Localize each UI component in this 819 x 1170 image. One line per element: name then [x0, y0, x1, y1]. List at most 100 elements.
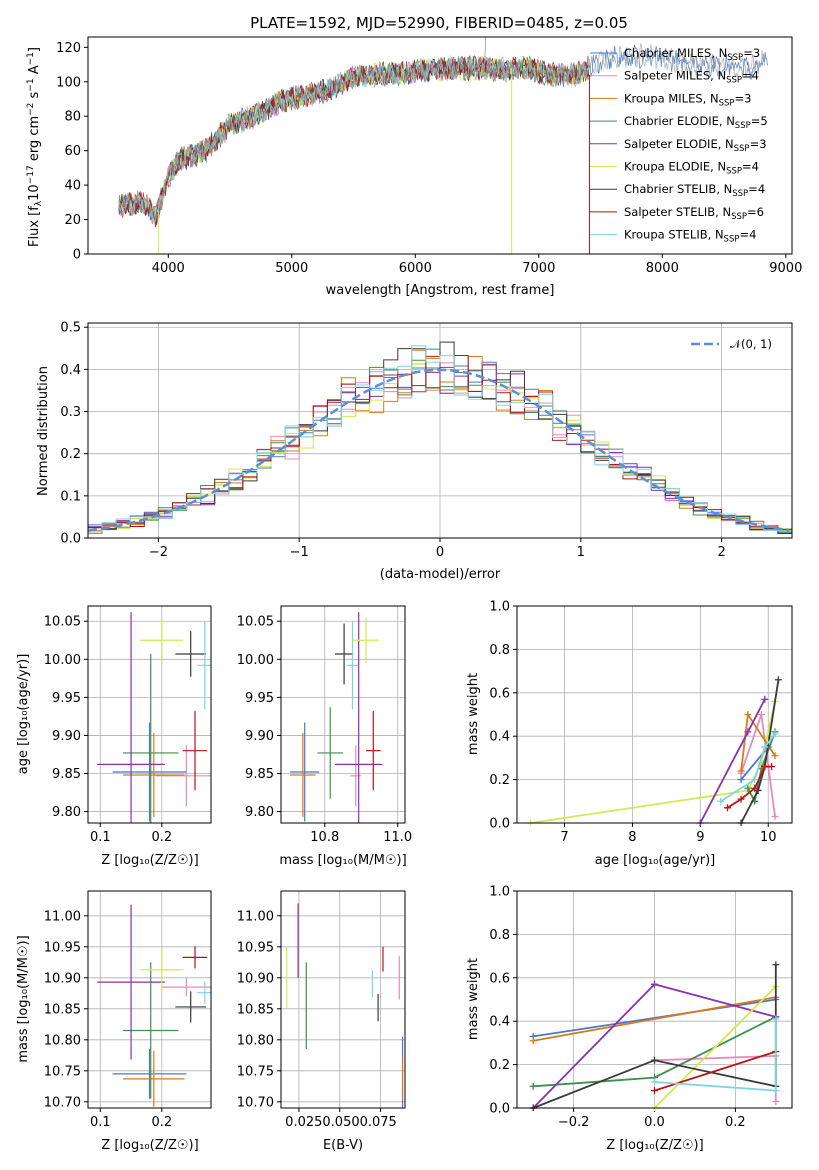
legend-entry: Chabrier STELIB, NSSP=4	[624, 182, 765, 199]
y-tick-label: 10.90	[44, 971, 81, 986]
x-tick-label: 10	[760, 830, 777, 845]
legend-n-subscript: SSP	[735, 121, 751, 131]
age-vs-mass-panel: 10.8 11.0 9.80 9.85 9.90 9.95 10.00 10.05 mass …	[237, 605, 412, 868]
y-tick-label: 0.8	[489, 928, 510, 943]
mass-vs-ebv-panel: 0.0250.0500.075 10.70 10.75 10.80 10.85 10.90…	[237, 890, 406, 1153]
mass-vs-ebv-plot-area: 0.0250.0500.075 10.70 10.75 10.80 10.85 10.90…	[237, 890, 406, 1130]
weight-vs-age-plot-area: 7 8 9 10 0.0 0.2 0.4 0.6 0.8 1.0	[489, 600, 793, 845]
x-tick-label: 7000	[522, 261, 555, 276]
axes-frame	[516, 890, 793, 1109]
axes-frame	[516, 605, 793, 824]
weight-marker	[751, 776, 759, 784]
legend-n-symbol: N	[717, 160, 726, 174]
legend-model: Salpeter ELODIE	[624, 137, 718, 151]
age-vs-metallicity-xlabel: Z [log₁₀(Z/Z☉)]	[101, 853, 198, 868]
x-tick-label: 10.8	[310, 830, 339, 845]
weight-vs-age-xlabel: age [log₁₀(age/yr)]	[595, 853, 716, 868]
weight-marker	[717, 797, 725, 805]
x-tick-label: 6000	[399, 261, 432, 276]
legend-n-value: 3	[753, 46, 760, 60]
legend-n-symbol: N	[722, 205, 731, 219]
y-tick-label: 10.90	[237, 971, 274, 986]
weight-line	[654, 1054, 777, 1102]
legend-n-value: 5	[760, 114, 767, 128]
spectrum-xlabel: wavelength [Angstrom, rest frame]	[326, 283, 555, 298]
legend-equals: =	[748, 182, 758, 196]
weight-marker	[737, 767, 745, 775]
x-tick-label: 0.1	[90, 830, 111, 845]
y-tick-label: 0.0	[489, 1102, 510, 1117]
age-vs-mass-xlabel: mass [log₁₀(M/M☉)]	[279, 853, 406, 868]
y-tick-label: 10.75	[44, 1064, 81, 1079]
legend-sep: ,	[708, 228, 715, 242]
weight-vs-metallicity-ylabel: mass weight	[466, 958, 481, 1040]
legend-model: Salpeter STELIB	[624, 205, 715, 219]
mass-vs-ebv-xlabel: E(B-V)	[323, 1138, 363, 1153]
y-tick-label: 0.5	[60, 321, 81, 336]
weight-vs-metallicity-plot-area: −0.2 0.0 0.2 0.0 0.2 0.4 0.6 0.8 1.0	[489, 885, 793, 1130]
legend-n-symbol: N	[719, 46, 728, 60]
legend-n-value: 4	[752, 69, 759, 83]
x-tick-label: 8	[628, 830, 636, 845]
spectrum-title: PLATE=1592, MJD=52990, FIBERID=0485, z=0…	[250, 14, 628, 32]
weight-marker	[529, 1082, 537, 1090]
y-tick-label: 0.4	[489, 730, 510, 745]
weight-line	[653, 985, 777, 1109]
legend-entry: Kroupa MILES, NSSP=3	[624, 91, 751, 108]
x-tick-label: 0.0	[644, 1115, 665, 1130]
histogram-steps	[88, 341, 792, 537]
weight-marker	[744, 711, 752, 718]
legend-model: Kroupa MILES	[624, 91, 703, 105]
weight-marker	[768, 763, 776, 771]
weight-marker	[774, 676, 782, 684]
x-tick-label: −0.2	[558, 1115, 590, 1130]
legend-n-subscript: SSP	[726, 76, 742, 86]
spectrum-panel: PLATE=1592, MJD=52990, FIBERID=0485, z=0…	[26, 14, 802, 298]
weight-marker	[771, 812, 779, 820]
legend-n-subscript: SSP	[726, 167, 742, 177]
y-tick-label: 9.85	[245, 767, 274, 782]
weight-marker	[529, 1037, 537, 1045]
legend-n-subscript: SSP	[734, 144, 750, 154]
x-tick-label: 0.2	[151, 830, 172, 845]
y-tick-label: 0.4	[60, 363, 81, 378]
legend-n-subscript: SSP	[732, 189, 748, 199]
y-tick-label: 100	[56, 75, 81, 90]
weight-marker	[737, 795, 745, 803]
y-tick-label: 9.80	[52, 805, 81, 820]
x-tick-label: 0.2	[725, 1115, 746, 1130]
weight-marker	[772, 1087, 780, 1095]
y-tick-label: 9.80	[245, 805, 274, 820]
y-tick-label: 80	[64, 110, 81, 125]
legend-n-value: 4	[758, 182, 765, 196]
x-tick-label: 9000	[769, 261, 802, 276]
legend-sep: ,	[719, 114, 726, 128]
y-tick-label: 9.90	[245, 729, 274, 744]
weight-line	[720, 733, 776, 803]
x-tick-label: 0.2	[151, 1115, 172, 1130]
legend-entry: 𝒩(0, 1)	[730, 337, 772, 351]
y-tick-label: 0.4	[489, 1015, 510, 1030]
mass-vs-metallicity-panel: 0.1 0.2 10.70 10.75 10.80 10.85 10.90 10.95 11.0…	[16, 890, 212, 1153]
mass-vs-metallicity-xlabel: Z [log₁₀(Z/Z☉)]	[101, 1138, 198, 1153]
weight-vs-metallicity-panel: −0.2 0.0 0.2 0.0 0.2 0.4 0.6 0.8 1.0 Z [log₁₀(Z/…	[466, 885, 793, 1153]
legend-entry: Chabrier ELODIE, NSSP=5	[624, 114, 768, 131]
legend-equals: =	[739, 228, 749, 242]
legend-n-symbol: N	[715, 228, 724, 242]
legend-n-value: 3	[744, 91, 751, 105]
y-tick-label: 10.95	[44, 940, 81, 955]
weight-marker	[757, 711, 765, 718]
y-tick-label: 0.2	[60, 447, 81, 462]
y-tick-label: 60	[64, 144, 81, 159]
residual-ylabel: Normed distribution	[36, 366, 51, 496]
x-tick-label: 7	[560, 830, 568, 845]
spectrum-ylabel: Flux [fλ10−17 erg cm−2 s−1 A−1]	[26, 47, 44, 247]
age-vs-metallicity-plot-area: 0.1 0.2 9.80 9.85 9.90 9.95 10.00 10.05	[44, 605, 212, 845]
axes-frame	[280, 890, 406, 1109]
residual-histogram-panel: −2 −1 0 1 2 0.0 0.1 0.2 0.3 0.4 0.5 𝒩(0, 1) (data-m…	[36, 321, 793, 582]
y-tick-label: 9.90	[52, 729, 81, 744]
y-tick-label: 0.2	[489, 773, 510, 788]
y-tick-label: 120	[56, 41, 81, 56]
legend-model: Chabrier MILES	[624, 46, 711, 60]
